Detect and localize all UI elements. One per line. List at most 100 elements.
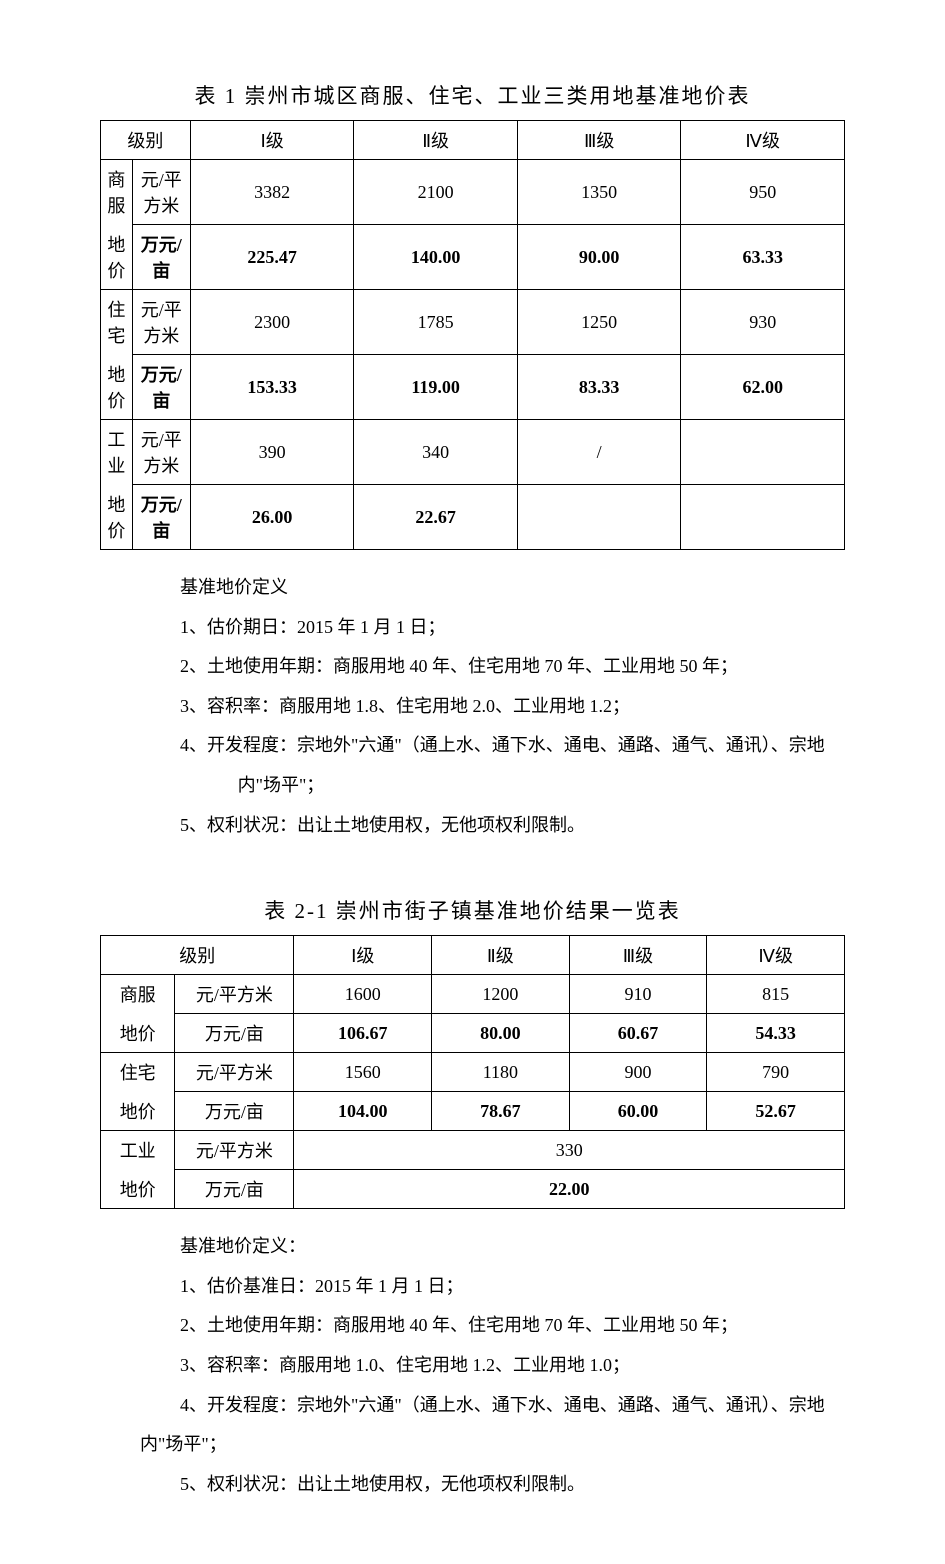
definition-item: 5、权利状况：出让土地使用权，无他项权利限制。 [180, 806, 845, 846]
table-row: 工业 元/平方米 330 [101, 1131, 845, 1170]
table2: 级别 Ⅰ级 Ⅱ级 Ⅲ级 Ⅳ级 商服 元/平方米 1600 1200 910 81… [100, 935, 845, 1209]
value-cell: 2300 [190, 290, 354, 355]
header-col-1: Ⅰ级 [294, 936, 432, 975]
value-cell: 22.67 [354, 485, 518, 550]
value-cell: 83.33 [517, 355, 681, 420]
table-header-row: 级别 Ⅰ级 Ⅱ级 Ⅲ级 Ⅳ级 [101, 936, 845, 975]
definition-item: 4、开发程度：宗地外"六通"（通上水、通下水、通电、通路、通气、通讯）、宗地内"… [140, 1386, 845, 1465]
definition-block-1: 基准地价定义 1、估价期日：2015 年 1 月 1 日； 2、土地使用年期：商… [180, 568, 845, 845]
group-cell: 工业 [101, 1131, 175, 1170]
value-cell: 119.00 [354, 355, 518, 420]
value-cell: 930 [681, 290, 845, 355]
table-row: 工业 元/平方米 390 340 / [101, 420, 845, 485]
group-cell: 工业 [101, 420, 133, 485]
table-row: 地价 万元/亩 22.00 [101, 1170, 845, 1209]
unit-cell: 万元/亩 [132, 225, 190, 290]
unit-cell: 万元/亩 [132, 355, 190, 420]
value-cell [681, 485, 845, 550]
value-cell: 900 [569, 1053, 707, 1092]
value-cell: 1600 [294, 975, 432, 1014]
table1-title: 表 1 崇州市城区商服、住宅、工业三类用地基准地价表 [100, 80, 845, 110]
value-cell: 340 [354, 420, 518, 485]
value-cell: 54.33 [707, 1014, 845, 1053]
value-cell: 1180 [432, 1053, 570, 1092]
unit-cell: 万元/亩 [175, 1014, 294, 1053]
value-cell-merged: 22.00 [294, 1170, 845, 1209]
value-cell: / [517, 420, 681, 485]
header-col-4: Ⅳ级 [681, 121, 845, 160]
header-col-2: Ⅱ级 [432, 936, 570, 975]
table-header-row: 级别 Ⅰ级 Ⅱ级 Ⅲ级 Ⅳ级 [101, 121, 845, 160]
header-col-4: Ⅳ级 [707, 936, 845, 975]
definition-item: 3、容积率：商服用地 1.0、住宅用地 1.2、工业用地 1.0； [140, 1346, 845, 1386]
table-row: 地价 万元/亩 153.33 119.00 83.33 62.00 [101, 355, 845, 420]
value-cell: 60.67 [569, 1014, 707, 1053]
group-cell: 商服 [101, 160, 133, 225]
definition-item: 2、土地使用年期：商服用地 40 年、住宅用地 70 年、工业用地 50 年； [180, 647, 845, 687]
table-row: 地价 万元/亩 106.67 80.00 60.67 54.33 [101, 1014, 845, 1053]
table-row: 地价 万元/亩 225.47 140.00 90.00 63.33 [101, 225, 845, 290]
value-cell: 62.00 [681, 355, 845, 420]
group-cell: 地价 [101, 1014, 175, 1053]
unit-cell: 元/平方米 [175, 975, 294, 1014]
group-cell: 地价 [101, 1092, 175, 1131]
table-row: 地价 万元/亩 26.00 22.67 [101, 485, 845, 550]
value-cell: 80.00 [432, 1014, 570, 1053]
value-cell-merged: 330 [294, 1131, 845, 1170]
unit-cell: 万元/亩 [175, 1170, 294, 1209]
unit-cell: 万元/亩 [132, 485, 190, 550]
unit-cell: 元/平方米 [132, 420, 190, 485]
definition-item: 1、估价基准日：2015 年 1 月 1 日； [140, 1267, 845, 1307]
header-group: 级别 [101, 936, 294, 975]
value-cell: 950 [681, 160, 845, 225]
definition-heading: 基准地价定义： [140, 1227, 845, 1267]
table-row: 住宅 元/平方米 1560 1180 900 790 [101, 1053, 845, 1092]
definition-item: 1、估价期日：2015 年 1 月 1 日； [180, 608, 845, 648]
value-cell: 1785 [354, 290, 518, 355]
table2-title: 表 2-1 崇州市街子镇基准地价结果一览表 [100, 895, 845, 925]
group-cell: 地价 [101, 355, 133, 420]
definition-item: 4、开发程度：宗地外"六通"（通上水、通下水、通电、通路、通气、通讯）、宗地内"… [180, 726, 845, 805]
definition-item: 5、权利状况：出让土地使用权，无他项权利限制。 [140, 1465, 845, 1505]
value-cell: 104.00 [294, 1092, 432, 1131]
value-cell: 140.00 [354, 225, 518, 290]
unit-cell: 元/平方米 [175, 1053, 294, 1092]
unit-cell: 元/平方米 [175, 1131, 294, 1170]
value-cell: 153.33 [190, 355, 354, 420]
header-col-1: Ⅰ级 [190, 121, 354, 160]
value-cell: 790 [707, 1053, 845, 1092]
group-cell: 地价 [101, 485, 133, 550]
table-row: 地价 万元/亩 104.00 78.67 60.00 52.67 [101, 1092, 845, 1131]
group-cell: 住宅 [101, 290, 133, 355]
header-col-3: Ⅲ级 [517, 121, 681, 160]
definition-heading: 基准地价定义 [180, 568, 845, 608]
table-row: 商服 元/平方米 3382 2100 1350 950 [101, 160, 845, 225]
value-cell: 1350 [517, 160, 681, 225]
group-cell: 商服 [101, 975, 175, 1014]
definition-block-2: 基准地价定义： 1、估价基准日：2015 年 1 月 1 日； 2、土地使用年期… [140, 1227, 845, 1504]
value-cell: 1200 [432, 975, 570, 1014]
definition-item: 2、土地使用年期：商服用地 40 年、住宅用地 70 年、工业用地 50 年； [140, 1306, 845, 1346]
value-cell: 225.47 [190, 225, 354, 290]
group-cell: 地价 [101, 225, 133, 290]
value-cell: 52.67 [707, 1092, 845, 1131]
value-cell: 26.00 [190, 485, 354, 550]
definition-item: 3、容积率：商服用地 1.8、住宅用地 2.0、工业用地 1.2； [180, 687, 845, 727]
value-cell: 2100 [354, 160, 518, 225]
value-cell: 60.00 [569, 1092, 707, 1131]
value-cell: 3382 [190, 160, 354, 225]
value-cell: 1250 [517, 290, 681, 355]
value-cell: 63.33 [681, 225, 845, 290]
value-cell: 90.00 [517, 225, 681, 290]
value-cell [517, 485, 681, 550]
value-cell [681, 420, 845, 485]
table-row: 商服 元/平方米 1600 1200 910 815 [101, 975, 845, 1014]
value-cell: 78.67 [432, 1092, 570, 1131]
header-group: 级别 [101, 121, 191, 160]
value-cell: 815 [707, 975, 845, 1014]
table1: 级别 Ⅰ级 Ⅱ级 Ⅲ级 Ⅳ级 商服 元/平方米 3382 2100 1350 9… [100, 120, 845, 550]
header-col-3: Ⅲ级 [569, 936, 707, 975]
value-cell: 390 [190, 420, 354, 485]
value-cell: 106.67 [294, 1014, 432, 1053]
unit-cell: 万元/亩 [175, 1092, 294, 1131]
